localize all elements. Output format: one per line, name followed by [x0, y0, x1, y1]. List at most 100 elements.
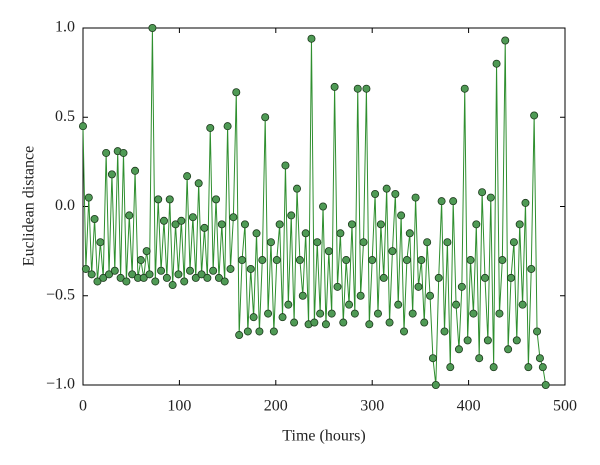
data-point	[310, 318, 319, 327]
data-point	[486, 193, 495, 202]
data-point	[220, 277, 229, 286]
data-point	[327, 309, 336, 318]
data-point	[209, 266, 218, 275]
data-point	[397, 211, 406, 220]
data-point	[151, 277, 160, 286]
data-point	[509, 238, 518, 247]
data-point	[350, 309, 359, 318]
x-tick-label: 400	[457, 398, 481, 415]
data-point	[131, 166, 140, 175]
data-point	[356, 291, 365, 300]
data-point	[371, 190, 380, 199]
data-point	[376, 220, 385, 229]
data-point	[541, 380, 550, 389]
data-point	[90, 214, 99, 223]
data-point	[139, 273, 148, 282]
x-axis-label: Time (hours)	[282, 428, 365, 445]
data-point	[420, 318, 429, 327]
data-line	[82, 27, 547, 386]
x-tick-label: 500	[553, 398, 577, 415]
data-point	[194, 179, 203, 188]
data-point	[258, 256, 267, 265]
data-point	[264, 309, 273, 318]
data-point	[339, 318, 348, 327]
data-point	[530, 111, 539, 120]
data-point	[359, 238, 368, 247]
data-point	[394, 300, 403, 309]
data-point	[246, 264, 255, 273]
data-point	[347, 220, 356, 229]
data-point	[307, 34, 316, 43]
data-point	[457, 282, 466, 291]
data-point	[110, 266, 119, 275]
data-point	[122, 277, 131, 286]
data-point	[478, 188, 487, 197]
data-point	[235, 331, 244, 340]
data-point	[428, 354, 437, 363]
data-point	[226, 264, 235, 273]
x-tick-label: 100	[167, 398, 191, 415]
data-point	[411, 193, 420, 202]
data-point	[165, 195, 174, 204]
data-point	[512, 336, 521, 345]
data-point	[191, 273, 200, 282]
data-point	[382, 184, 391, 193]
data-point	[362, 84, 371, 93]
data-point	[475, 354, 484, 363]
data-point	[405, 229, 414, 238]
data-point	[434, 273, 443, 282]
data-point	[81, 264, 90, 273]
data-point	[446, 363, 455, 372]
data-point	[400, 327, 409, 336]
data-point	[102, 148, 111, 157]
data-point	[321, 320, 330, 329]
data-point	[414, 282, 423, 291]
data-point	[128, 270, 137, 279]
data-point	[342, 256, 351, 265]
data-point	[521, 198, 530, 207]
data-point	[96, 238, 105, 247]
data-point	[177, 216, 186, 225]
data-point	[345, 300, 354, 309]
data-point	[533, 327, 542, 336]
data-point	[174, 270, 183, 279]
data-point	[105, 270, 114, 279]
data-point	[498, 256, 507, 265]
data-point	[99, 273, 108, 282]
data-point	[538, 363, 547, 372]
data-point	[463, 336, 472, 345]
data-point	[252, 229, 261, 238]
data-point	[206, 123, 215, 132]
data-point	[145, 270, 154, 279]
x-tick-label: 300	[360, 398, 384, 415]
data-point	[214, 273, 223, 282]
data-point	[440, 327, 449, 336]
data-point	[353, 84, 362, 93]
data-point	[431, 380, 440, 389]
data-point	[379, 273, 388, 282]
data-point	[154, 195, 163, 204]
data-point	[527, 264, 536, 273]
data-point	[330, 82, 339, 91]
data-point	[162, 273, 171, 282]
data-point	[290, 318, 299, 327]
data-point	[168, 281, 177, 290]
y-tick-label: 0.0	[55, 197, 75, 214]
data-point	[437, 197, 446, 206]
data-point	[240, 220, 249, 229]
data-point	[385, 318, 394, 327]
data-point	[489, 363, 498, 372]
data-point	[272, 256, 281, 265]
data-point	[148, 23, 157, 32]
data-point	[119, 148, 128, 157]
data-point	[449, 197, 458, 206]
data-point	[180, 277, 189, 286]
data-point	[402, 256, 411, 265]
data-point	[333, 282, 342, 291]
data-point	[278, 313, 287, 322]
data-point	[408, 309, 417, 318]
data-point	[515, 220, 524, 229]
data-point	[518, 300, 527, 309]
data-point	[284, 300, 293, 309]
